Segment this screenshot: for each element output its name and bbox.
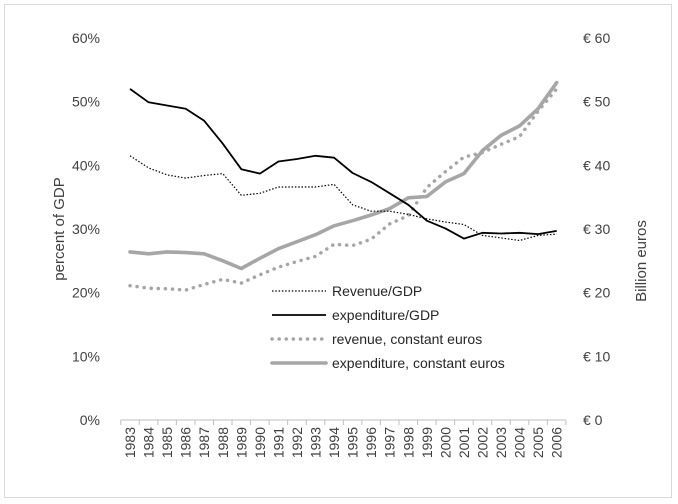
y-axis-right: € 0 € 10 € 20 € 30 € 40 € 50 € 60 bbox=[583, 30, 610, 428]
y-right-tick-label: € 0 bbox=[583, 412, 603, 428]
y-right-tick-label: € 20 bbox=[583, 285, 610, 301]
x-tick-label: 1998 bbox=[400, 427, 416, 458]
x-axis: 1983 1984 1985 1986 1987 1988 1989 1990 1991 1992… bbox=[120, 419, 567, 458]
x-tick-label: 1997 bbox=[382, 427, 398, 458]
x-tick-label: 2001 bbox=[456, 427, 472, 458]
x-tick-label: 2000 bbox=[437, 427, 453, 458]
series-line bbox=[129, 88, 557, 240]
plot-lines bbox=[128, 80, 559, 292]
legend-label: expenditure, constant euros bbox=[332, 355, 505, 371]
x-tick-label: 1988 bbox=[215, 427, 231, 458]
x-tick-label: 1986 bbox=[178, 427, 194, 458]
y-axis-right-title: Billion euros bbox=[633, 220, 650, 302]
x-tick-label: 1999 bbox=[419, 427, 435, 458]
series-line bbox=[129, 155, 557, 242]
y-right-tick-label: € 30 bbox=[583, 221, 610, 237]
y-axis-left: 0% 10% 20% 30% 40% 50% 60% bbox=[72, 30, 100, 428]
legend-label: revenue, constant euros bbox=[332, 331, 482, 347]
y-left-tick-label: 60% bbox=[72, 30, 100, 46]
y-right-tick-label: € 60 bbox=[583, 30, 610, 46]
y-left-tick-label: 50% bbox=[72, 94, 100, 110]
x-tick-label: 1991 bbox=[270, 427, 286, 458]
y-left-tick-label: 10% bbox=[72, 348, 100, 364]
x-tick-label: 1987 bbox=[196, 427, 212, 458]
x-tick-label: 1985 bbox=[159, 427, 175, 458]
x-tick-label: 2006 bbox=[549, 427, 565, 458]
y-right-tick-label: € 50 bbox=[583, 94, 610, 110]
legend: Revenue/GDP expenditure/GDP revenue, const… bbox=[270, 283, 505, 371]
x-tick-label: 2003 bbox=[493, 427, 509, 458]
x-tick-label: 1994 bbox=[326, 427, 342, 458]
series-line bbox=[128, 87, 559, 292]
series-line bbox=[128, 80, 559, 271]
y-right-tick-label: € 40 bbox=[583, 157, 610, 173]
y-left-tick-label: 40% bbox=[72, 157, 100, 173]
y-axis-left-title: percent of GDP bbox=[51, 177, 68, 280]
y-left-tick-label: 0% bbox=[80, 412, 100, 428]
y-left-tick-label: 30% bbox=[72, 221, 100, 237]
x-tick-label: 1996 bbox=[363, 427, 379, 458]
x-tick-label: 1992 bbox=[289, 427, 305, 458]
x-tick-label: 1993 bbox=[308, 427, 324, 458]
x-tick-label: 1989 bbox=[233, 427, 249, 458]
legend-label: expenditure/GDP bbox=[332, 307, 439, 323]
x-tick-label: 1984 bbox=[141, 427, 157, 458]
x-tick-label: 2004 bbox=[512, 427, 528, 458]
x-tick-label: 2002 bbox=[474, 427, 490, 458]
x-tick-label: 1990 bbox=[252, 427, 268, 458]
x-tick-label: 1995 bbox=[345, 427, 361, 458]
y-right-tick-label: € 10 bbox=[583, 348, 610, 364]
x-tick-label: 2005 bbox=[530, 427, 546, 458]
legend-label: Revenue/GDP bbox=[332, 283, 422, 299]
chart-frame bbox=[4, 4, 672, 498]
y-left-tick-label: 20% bbox=[72, 285, 100, 301]
legend-background bbox=[268, 275, 563, 401]
x-tick-label: 1983 bbox=[122, 427, 138, 458]
